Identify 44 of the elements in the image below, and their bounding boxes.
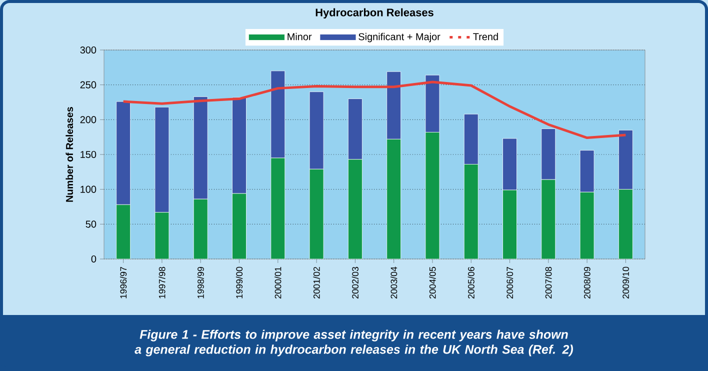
x-tick-label: 2000/01 bbox=[274, 266, 282, 298]
caption: Figure 1 - Efforts to improve asset integrity in recent years have shown a general reduction in hydrocarbon releases in the UK North Sea (Ref. 2) bbox=[134, 330, 573, 356]
legend-label: Significant + Major bbox=[358, 32, 440, 42]
y-tick-label: 50 bbox=[86, 220, 96, 228]
bar bbox=[425, 132, 440, 259]
y-tick-label: 100 bbox=[80, 186, 96, 193]
bar bbox=[348, 159, 362, 259]
bar bbox=[580, 150, 594, 192]
x-tick-label: 2004/05 bbox=[429, 266, 436, 298]
x-tick-label: 1999/00 bbox=[236, 266, 243, 298]
x-tick-label: 1997/98 bbox=[158, 266, 166, 298]
chart-title: Hydrocarbon Releases bbox=[316, 8, 434, 18]
y-tick-label: 200 bbox=[80, 116, 96, 124]
y-tick-label: 0 bbox=[91, 255, 96, 263]
x-tick-label: 2007/08 bbox=[545, 266, 552, 298]
x-tick-label: 2005/06 bbox=[468, 266, 474, 298]
x-tick-label: 2001/02 bbox=[313, 266, 320, 298]
x-tick-label: 2008/09 bbox=[584, 266, 590, 298]
y-tick-label: 150 bbox=[80, 150, 96, 158]
y-axis-title: Number of Releases bbox=[66, 107, 74, 202]
legend-label: Minor bbox=[288, 32, 312, 40]
bar bbox=[541, 179, 556, 259]
x-tick-label: 2006/07 bbox=[506, 266, 514, 298]
bar bbox=[232, 193, 246, 259]
legend-label: Trend bbox=[473, 32, 498, 40]
line-series bbox=[122, 80, 627, 140]
bar bbox=[464, 164, 478, 259]
x-tick-label: 1998/99 bbox=[197, 266, 204, 298]
bar bbox=[580, 192, 594, 259]
x-tick-label: 2009/10 bbox=[622, 266, 629, 298]
bar bbox=[502, 190, 517, 259]
y-tick-label: 300 bbox=[80, 46, 96, 54]
x-tick-label: 2003/04 bbox=[390, 266, 398, 298]
bar bbox=[116, 204, 131, 259]
bar bbox=[502, 138, 517, 190]
bar bbox=[193, 198, 208, 259]
bar bbox=[618, 189, 633, 259]
bar bbox=[309, 168, 324, 259]
y-tick-label: 250 bbox=[80, 81, 96, 88]
x-tick-label: 2002/03 bbox=[352, 266, 358, 298]
bar bbox=[386, 138, 402, 259]
x-tick-label: 1996/97 bbox=[120, 266, 127, 298]
bar bbox=[154, 212, 170, 259]
bar bbox=[270, 158, 286, 259]
